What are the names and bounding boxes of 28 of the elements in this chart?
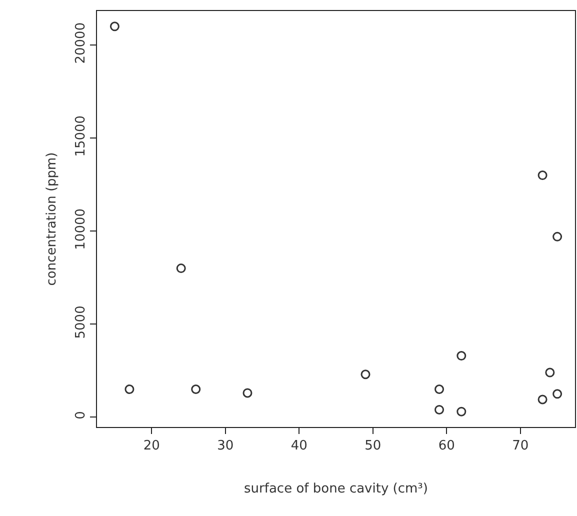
y-axis-title: concentration (ppm) [44,152,60,286]
point [110,22,120,32]
y-tick-label: 0 [74,411,89,420]
y-tick-label: 20000 [74,22,89,64]
y-tick-label: 15000 [74,115,89,157]
point [434,404,444,414]
point [191,384,201,394]
point [456,351,466,361]
point [242,388,252,398]
x-tick-label: 50 [364,438,382,454]
x-tick-label: 40 [290,438,308,454]
point [456,406,466,416]
point [176,264,186,274]
point [552,389,562,399]
x-tick-label: 70 [512,438,529,454]
point [552,232,562,242]
point [124,384,134,394]
point [360,370,370,380]
point [538,170,548,180]
x-axis-title: surface of bone cavity (cm³) [244,481,428,496]
point [538,394,548,404]
x-tick-label: 20 [143,438,160,454]
x-tick-label: 60 [438,438,455,454]
y-tick-label: 10000 [74,208,89,250]
point [434,384,444,394]
y-tick-label: 5000 [74,306,89,339]
point [545,368,555,378]
x-tick-label: 30 [217,438,234,454]
